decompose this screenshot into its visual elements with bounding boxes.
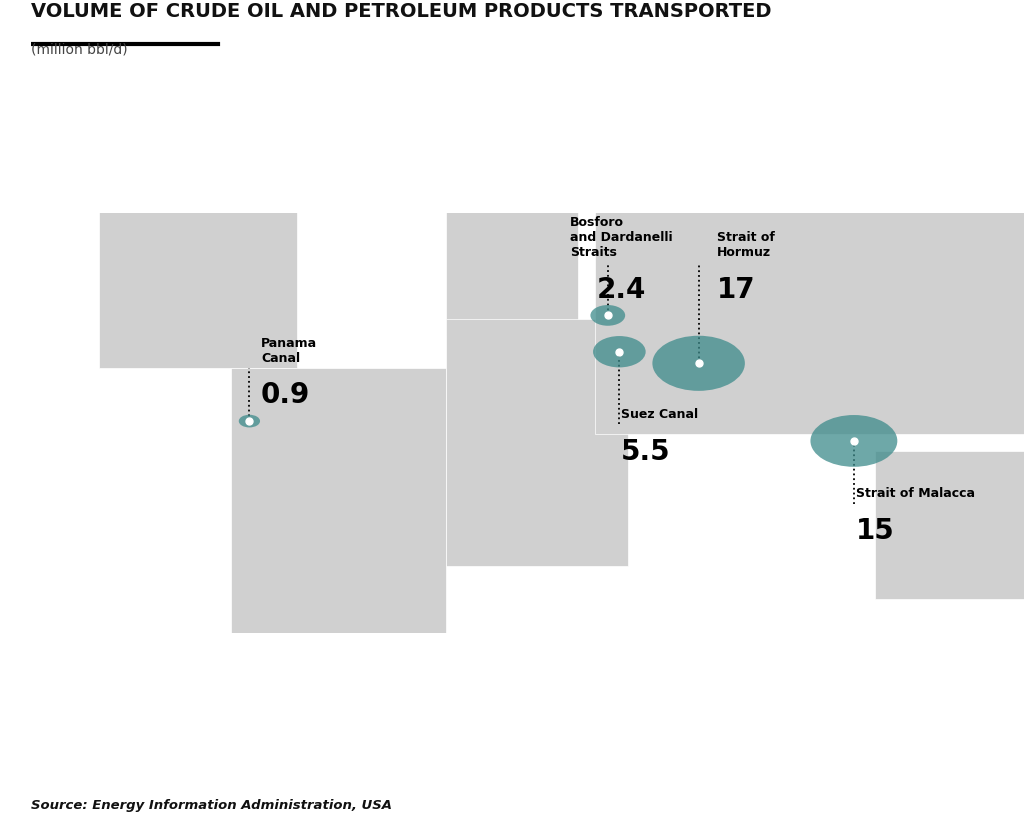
Bar xyxy=(876,451,1024,600)
Ellipse shape xyxy=(239,415,260,427)
Text: Strait of Malacca: Strait of Malacca xyxy=(855,487,975,501)
Text: Source: Energy Information Administration, USA: Source: Energy Information Administratio… xyxy=(31,799,392,812)
Text: VOLUME OF CRUDE OIL AND PETROLEUM PRODUCTS TRANSPORTED: VOLUME OF CRUDE OIL AND PETROLEUM PRODUC… xyxy=(31,2,771,22)
Text: 0.9: 0.9 xyxy=(261,382,310,410)
Text: Bosforo
and Dardanelli
Straits: Bosforo and Dardanelli Straits xyxy=(569,217,673,259)
Text: Strait of
Hormuz: Strait of Hormuz xyxy=(717,232,775,259)
Bar xyxy=(231,368,445,632)
Ellipse shape xyxy=(591,305,626,326)
Text: 15: 15 xyxy=(855,517,894,545)
Bar xyxy=(595,203,1024,434)
Ellipse shape xyxy=(810,415,897,466)
Bar xyxy=(99,203,297,368)
Ellipse shape xyxy=(652,336,744,391)
Ellipse shape xyxy=(593,336,646,367)
Bar xyxy=(445,319,628,566)
Text: 5.5: 5.5 xyxy=(621,437,671,466)
Text: Panama
Canal: Panama Canal xyxy=(261,337,317,365)
Text: 2.4: 2.4 xyxy=(596,276,646,304)
Text: Suez Canal: Suez Canal xyxy=(621,408,698,421)
Text: 17: 17 xyxy=(717,276,756,304)
Text: (million bbl/d): (million bbl/d) xyxy=(31,42,127,57)
Bar xyxy=(445,203,579,335)
